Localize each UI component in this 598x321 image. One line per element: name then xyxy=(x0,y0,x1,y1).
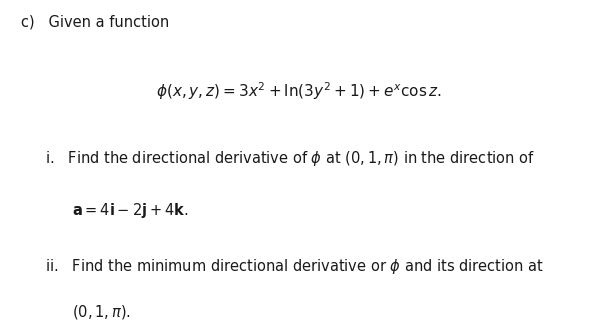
Text: i.   Find the directional derivative of $\phi$ at $(0, 1, \pi)$ in the direction: i. Find the directional derivative of $\… xyxy=(45,149,535,168)
Text: $\mathbf{a} = 4\mathbf{i} - 2\mathbf{j} + 4\mathbf{k}.$: $\mathbf{a} = 4\mathbf{i} - 2\mathbf{j} … xyxy=(72,201,188,220)
Text: $(0, 1, \pi).$: $(0, 1, \pi).$ xyxy=(72,303,131,321)
Text: $\phi(x, y, z) = 3x^2 + \ln (3y^2 + 1) + e^x \cos z.$: $\phi(x, y, z) = 3x^2 + \ln (3y^2 + 1) +… xyxy=(156,80,442,102)
Text: ii.   Find the minimum directional derivative or $\phi$ and its direction at: ii. Find the minimum directional derivat… xyxy=(45,257,544,276)
Text: c)   Given a function: c) Given a function xyxy=(21,14,169,30)
